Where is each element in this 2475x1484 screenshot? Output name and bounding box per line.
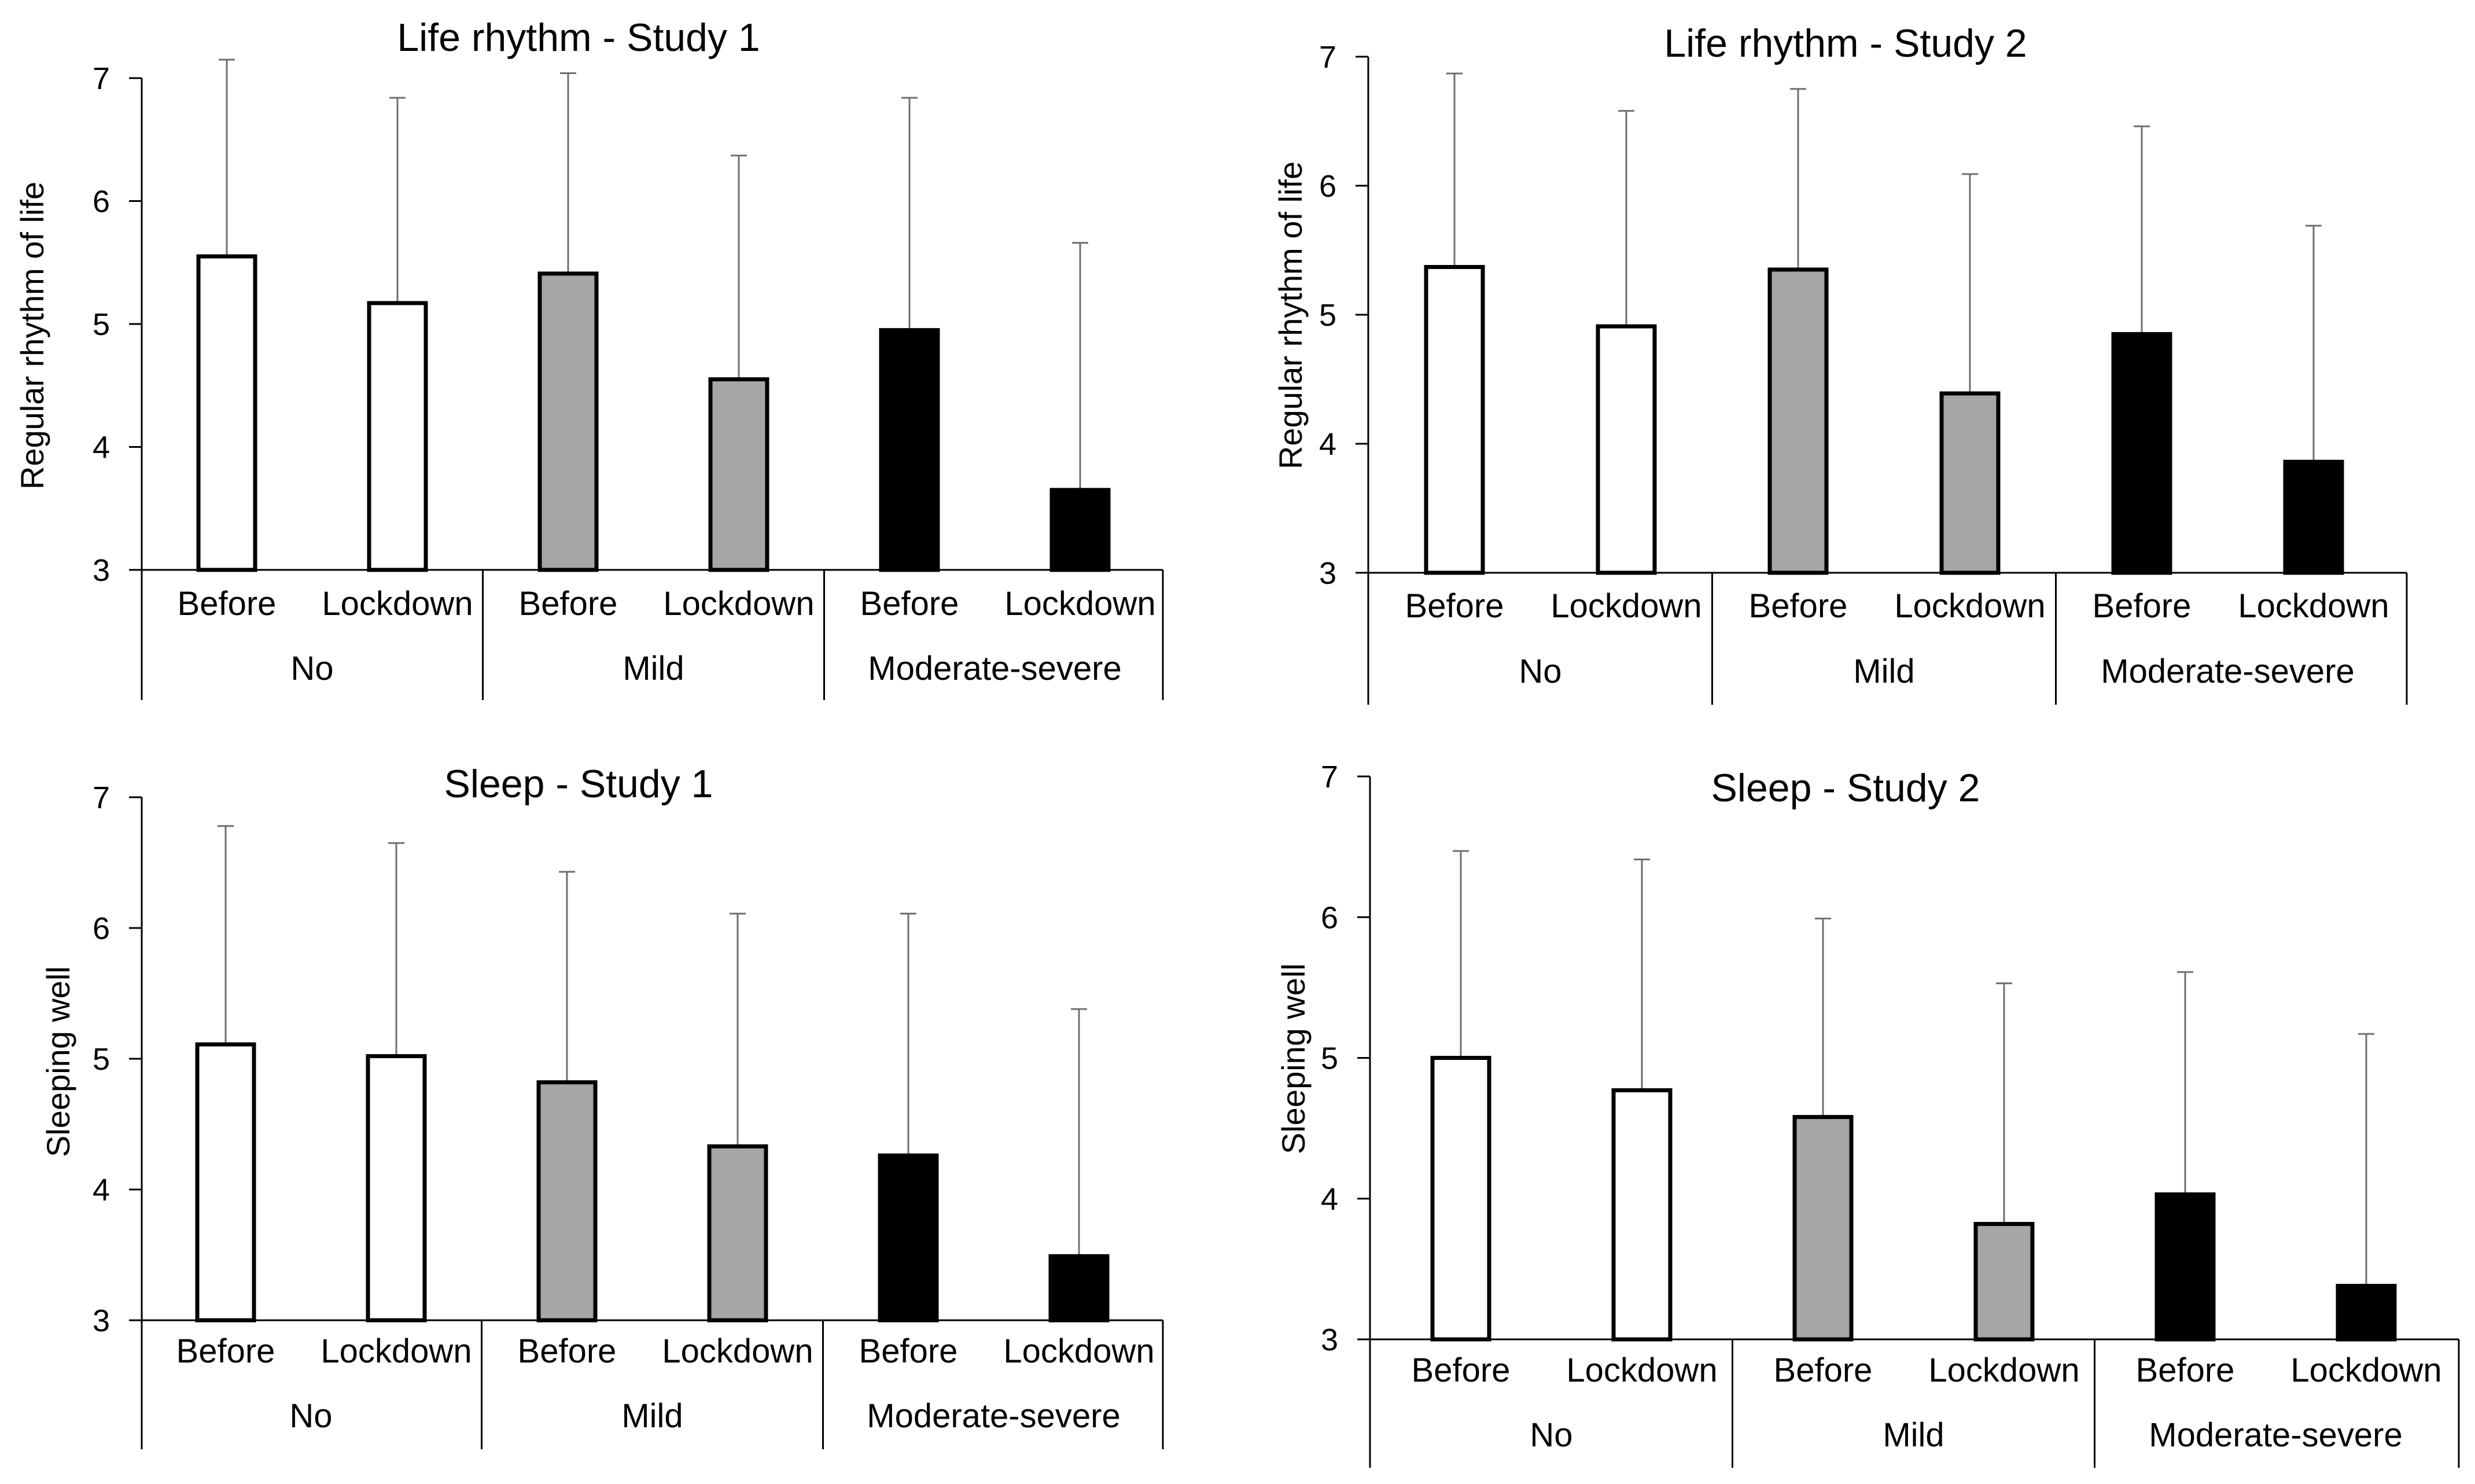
bar-label: Lockdown <box>1566 1352 1717 1389</box>
bar-label: Before <box>2093 587 2192 625</box>
bar-label: Before <box>1405 587 1504 625</box>
y-tick-label: 6 <box>93 911 110 946</box>
bar-label: Before <box>2136 1352 2235 1389</box>
bar-mild-lockdown <box>1939 391 2001 575</box>
bar-label: Lockdown <box>662 1332 813 1370</box>
bar-mild-before <box>537 271 599 572</box>
chart-life-rhythm-study-1: Life rhythm - Study 1 Regular rhythm of … <box>14 16 1164 700</box>
y-tick-label: 5 <box>1321 1041 1338 1076</box>
group-label: Moderate-severe <box>868 650 1121 687</box>
bar-mild-lockdown <box>707 1144 768 1323</box>
group-label: Moderate-severe <box>867 1397 1120 1435</box>
bar-mild-before <box>1792 1115 1854 1342</box>
bar-none-lockdown <box>367 301 428 572</box>
y-axis-label: Sleeping well <box>1275 963 1312 1154</box>
group-label: Moderate-severe <box>2101 653 2354 690</box>
group-label: Mild <box>621 1397 683 1435</box>
y-tick-label: 6 <box>1321 900 1338 935</box>
bar-label: Lockdown <box>663 585 814 623</box>
bar-label: Lockdown <box>1894 587 2045 625</box>
bar-label: Before <box>518 1332 617 1370</box>
y-axis-label: Regular rhythm of life <box>14 182 50 489</box>
chart-title: Sleep - Study 1 <box>444 762 713 806</box>
bar-moderate_severe-lockdown <box>2283 459 2344 575</box>
bar-mild-lockdown <box>708 377 769 572</box>
chart-title: Life rhythm - Study 2 <box>1664 21 2027 65</box>
group-label: No <box>1530 1416 1572 1454</box>
group-label: No <box>290 650 333 687</box>
bar-label: Lockdown <box>1003 1332 1154 1370</box>
bar-moderate_severe-lockdown <box>1048 1254 1110 1323</box>
y-tick-label: 7 <box>1321 760 1338 794</box>
bar-label: Lockdown <box>322 585 473 623</box>
bar-label: Before <box>178 585 277 623</box>
y-axis-label: Regular rhythm of life <box>1272 161 1309 469</box>
bar-none-before <box>196 254 257 572</box>
bar-label: Lockdown <box>321 1332 472 1370</box>
chart-title: Life rhythm - Study 1 <box>397 16 760 60</box>
bar-moderate_severe-lockdown <box>1049 488 1111 572</box>
bar-label: Before <box>519 585 618 623</box>
group-label: Mild <box>623 650 684 687</box>
y-tick-label: 5 <box>1319 298 1336 333</box>
bar-label: Lockdown <box>1004 585 1155 623</box>
bar-moderate_severe-before <box>2111 332 2172 575</box>
y-axis-label: Sleeping well <box>40 966 76 1157</box>
bar-none-lockdown <box>1596 324 1657 575</box>
bar-label: Before <box>860 585 959 623</box>
bar-none-before <box>1430 1056 1491 1342</box>
y-tick-label: 3 <box>93 553 110 588</box>
bar-label: Lockdown <box>2290 1352 2441 1389</box>
y-tick-label: 4 <box>93 1173 110 1207</box>
group-label: No <box>289 1397 332 1435</box>
group-label: Mild <box>1883 1416 1944 1454</box>
bar-none-before <box>1424 264 1485 575</box>
bar-moderate_severe-lockdown <box>2336 1284 2397 1342</box>
y-tick-label: 4 <box>93 430 110 465</box>
bar-label: Lockdown <box>1550 587 1701 625</box>
y-tick-label: 7 <box>1319 40 1336 75</box>
y-tick-label: 5 <box>93 307 110 342</box>
y-tick-label: 3 <box>1321 1323 1338 1357</box>
y-tick-label: 6 <box>93 185 110 219</box>
bar-label: Before <box>1774 1352 1873 1389</box>
y-tick-label: 4 <box>1321 1182 1338 1217</box>
bar-label: Lockdown <box>2238 587 2389 625</box>
group-label: No <box>1519 653 1561 690</box>
bar-mild-before <box>536 1080 598 1323</box>
bar-moderate_severe-before <box>879 328 940 572</box>
y-tick-label: 3 <box>93 1303 110 1338</box>
bar-label: Before <box>176 1332 275 1370</box>
chart-sleep-study-2: Sleep - Study 2 Sleeping well 3 4 5 6 7 Befo… <box>1275 760 2460 1468</box>
bar-label: Before <box>1412 1352 1511 1389</box>
chart-sleep-study-1: Sleep - Study 1 Sleeping well 3 4 5 6 7 Befo… <box>40 762 1164 1449</box>
bar-mild-before <box>1767 267 1829 575</box>
bar-none-lockdown <box>1611 1088 1673 1342</box>
y-tick-label: 6 <box>1319 169 1336 204</box>
bar-none-before <box>195 1042 256 1323</box>
chart-life-rhythm-study-2: Life rhythm - Study 2 Regular rhythm of … <box>1272 21 2408 705</box>
bar-mild-lockdown <box>1973 1222 2035 1342</box>
y-tick-label: 5 <box>93 1042 110 1077</box>
bar-label: Lockdown <box>1928 1352 2079 1389</box>
bar-moderate_severe-before <box>878 1153 939 1323</box>
bar-none-lockdown <box>366 1054 427 1323</box>
group-label: Moderate-severe <box>2149 1416 2402 1454</box>
group-label: Mild <box>1853 653 1914 690</box>
y-tick-label: 3 <box>1319 556 1336 591</box>
bar-label: Before <box>859 1332 958 1370</box>
y-tick-label: 4 <box>1319 427 1336 462</box>
chart-title: Sleep - Study 2 <box>1711 766 1980 810</box>
bar-moderate_severe-before <box>2154 1192 2216 1342</box>
y-tick-label: 7 <box>93 780 110 815</box>
y-tick-label: 7 <box>93 61 110 96</box>
bar-label: Before <box>1749 587 1848 625</box>
